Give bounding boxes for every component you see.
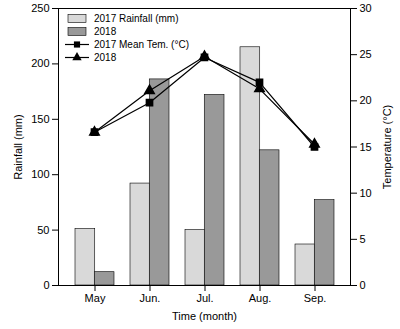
svg-text:5: 5 [360, 233, 366, 245]
svg-text:20: 20 [360, 94, 372, 106]
svg-text:0: 0 [360, 279, 366, 291]
svg-text:Rainfall (mm): Rainfall (mm) [12, 114, 24, 179]
svg-text:0: 0 [43, 279, 49, 291]
html-text:2018: 2018 [94, 52, 117, 63]
svg-text:25: 25 [360, 48, 372, 60]
svg-text:May: May [85, 292, 106, 304]
html-text:2017 Mean Tem. (°C): 2017 Mean Tem. (°C) [94, 39, 189, 50]
svg-text:200: 200 [31, 57, 49, 69]
svg-text:Jul.: Jul. [196, 292, 213, 304]
svg-text:150: 150 [31, 113, 49, 125]
svg-text:50: 50 [37, 224, 49, 236]
svg-text:30: 30 [360, 2, 372, 14]
svg-text:100: 100 [31, 168, 49, 180]
svg-text:15: 15 [360, 141, 372, 153]
svg-text:Aug.: Aug. [249, 292, 272, 304]
svg-text:Sep.: Sep. [304, 292, 327, 304]
svg-text:Temperature (°C): Temperature (°C) [381, 105, 393, 189]
svg-text:250: 250 [31, 2, 49, 14]
svg-text:10: 10 [360, 187, 372, 199]
svg-text:Jun.: Jun. [140, 292, 161, 304]
html-text:2017 Rainfall (mm): 2017 Rainfall (mm) [94, 13, 179, 24]
html-text:2018: 2018 [94, 26, 117, 37]
svg-text:Time (month): Time (month) [172, 310, 237, 322]
